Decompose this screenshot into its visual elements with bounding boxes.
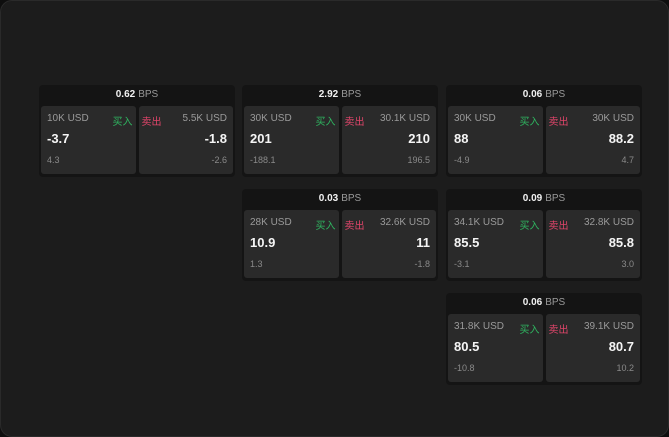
sell-quantity: 32.8K USD: [583, 217, 634, 228]
spread-header: 0.06 BPS: [446, 293, 642, 313]
sell-change: -1.8: [414, 259, 430, 269]
sell-change: -2.6: [211, 155, 227, 165]
buy-change: 4.3: [47, 155, 60, 165]
buy-cell[interactable]: 30K USD 买入 201 -188.1: [244, 106, 339, 174]
sell-change: 10.2: [616, 363, 634, 373]
buy-quantity: 28K USD: [250, 217, 292, 228]
sell-price: -1.8: [204, 131, 227, 146]
buy-change: 1.3: [250, 259, 263, 269]
buy-quantity: 10K USD: [47, 113, 89, 124]
sell-price: 80.7: [608, 339, 634, 354]
quote-card: 0.62 BPS 10K USD 买入 -3.7 4.3 卖出 5.5K USD …: [39, 85, 235, 177]
buy-label: 买入: [315, 117, 336, 128]
sell-label: 卖出: [141, 117, 162, 128]
spread-header: 0.06 BPS: [446, 85, 642, 105]
spread-header: 0.09 BPS: [446, 189, 642, 209]
sell-cell[interactable]: 卖出 30.1K USD 210 196.5: [341, 106, 436, 174]
sell-quantity: 39.1K USD: [583, 321, 634, 332]
buy-quantity: 34.1K USD: [454, 217, 505, 228]
buy-change: -4.9: [454, 155, 470, 165]
buy-change: -188.1: [250, 155, 276, 165]
sell-price: 85.8: [608, 235, 634, 250]
buy-quantity: 31.8K USD: [454, 321, 505, 332]
spread-value: 0.06: [522, 89, 543, 100]
sell-change: 4.7: [621, 155, 634, 165]
quote-card: 0.06 BPS 31.8K USD 买入 80.5 -10.8 卖出 39.1K…: [446, 293, 642, 385]
buy-change: -3.1: [454, 259, 470, 269]
buy-quantity: 30K USD: [250, 113, 292, 124]
spread-header: 0.62 BPS: [39, 85, 235, 105]
sell-label: 卖出: [344, 221, 365, 232]
buy-label: 买入: [519, 325, 540, 336]
quote-card: 0.06 BPS 30K USD 买入 88 -4.9 卖出 30K USD 88…: [446, 85, 642, 177]
sell-label: 卖出: [548, 117, 569, 128]
buy-cell[interactable]: 28K USD 买入 10.9 1.3: [244, 210, 339, 278]
sell-price: 11: [416, 235, 430, 250]
spread-unit: BPS: [341, 193, 362, 204]
spread-value: 0.03: [318, 193, 339, 204]
sell-label: 卖出: [548, 221, 569, 232]
spread-unit: BPS: [545, 297, 566, 308]
sell-quantity: 5.5K USD: [182, 113, 227, 124]
sell-quantity: 30.1K USD: [379, 113, 430, 124]
sell-cell[interactable]: 卖出 5.5K USD -1.8 -2.6: [138, 106, 233, 174]
sell-change: 3.0: [621, 259, 634, 269]
spread-header: 0.03 BPS: [242, 189, 438, 209]
sell-price: 88.2: [608, 131, 634, 146]
spread-unit: BPS: [545, 193, 566, 204]
buy-label: 买入: [112, 117, 133, 128]
quote-card: 2.92 BPS 30K USD 买入 201 -188.1 卖出 30.1K U…: [242, 85, 438, 177]
spread-value: 0.09: [522, 193, 543, 204]
quote-card: 0.03 BPS 28K USD 买入 10.9 1.3 卖出 32.6K USD…: [242, 189, 438, 281]
spread-unit: BPS: [138, 89, 159, 100]
buy-quantity: 30K USD: [454, 113, 496, 124]
buy-label: 买入: [519, 117, 540, 128]
spread-value: 2.92: [318, 89, 339, 100]
buy-label: 买入: [315, 221, 336, 232]
buy-cell[interactable]: 30K USD 买入 88 -4.9: [448, 106, 543, 174]
buy-change: -10.8: [454, 363, 475, 373]
sell-quantity: 30K USD: [592, 113, 634, 124]
sell-cell[interactable]: 卖出 30K USD 88.2 4.7: [545, 106, 640, 174]
sell-price: 210: [408, 131, 430, 146]
buy-price: 201: [250, 131, 272, 146]
buy-cell[interactable]: 31.8K USD 买入 80.5 -10.8: [448, 314, 543, 382]
spread-unit: BPS: [545, 89, 566, 100]
spread-value: 0.06: [522, 297, 543, 308]
spread-header: 2.92 BPS: [242, 85, 438, 105]
sell-cell[interactable]: 卖出 32.8K USD 85.8 3.0: [545, 210, 640, 278]
buy-price: 80.5: [454, 339, 480, 354]
spread-value: 0.62: [115, 89, 136, 100]
buy-price: -3.7: [47, 131, 70, 146]
sell-label: 卖出: [344, 117, 365, 128]
spread-unit: BPS: [341, 89, 362, 100]
buy-cell[interactable]: 34.1K USD 买入 85.5 -3.1: [448, 210, 543, 278]
quote-card: 0.09 BPS 34.1K USD 买入 85.5 -3.1 卖出 32.8K …: [446, 189, 642, 281]
sell-quantity: 32.6K USD: [379, 217, 430, 228]
buy-price: 88: [454, 131, 469, 146]
buy-cell[interactable]: 10K USD 买入 -3.7 4.3: [41, 106, 136, 174]
buy-price: 10.9: [250, 235, 276, 250]
sell-label: 卖出: [548, 325, 569, 336]
sell-cell[interactable]: 卖出 32.6K USD 11 -1.8: [341, 210, 436, 278]
buy-label: 买入: [519, 221, 540, 232]
sell-change: 196.5: [407, 155, 430, 165]
buy-price: 85.5: [454, 235, 480, 250]
sell-cell[interactable]: 卖出 39.1K USD 80.7 10.2: [545, 314, 640, 382]
